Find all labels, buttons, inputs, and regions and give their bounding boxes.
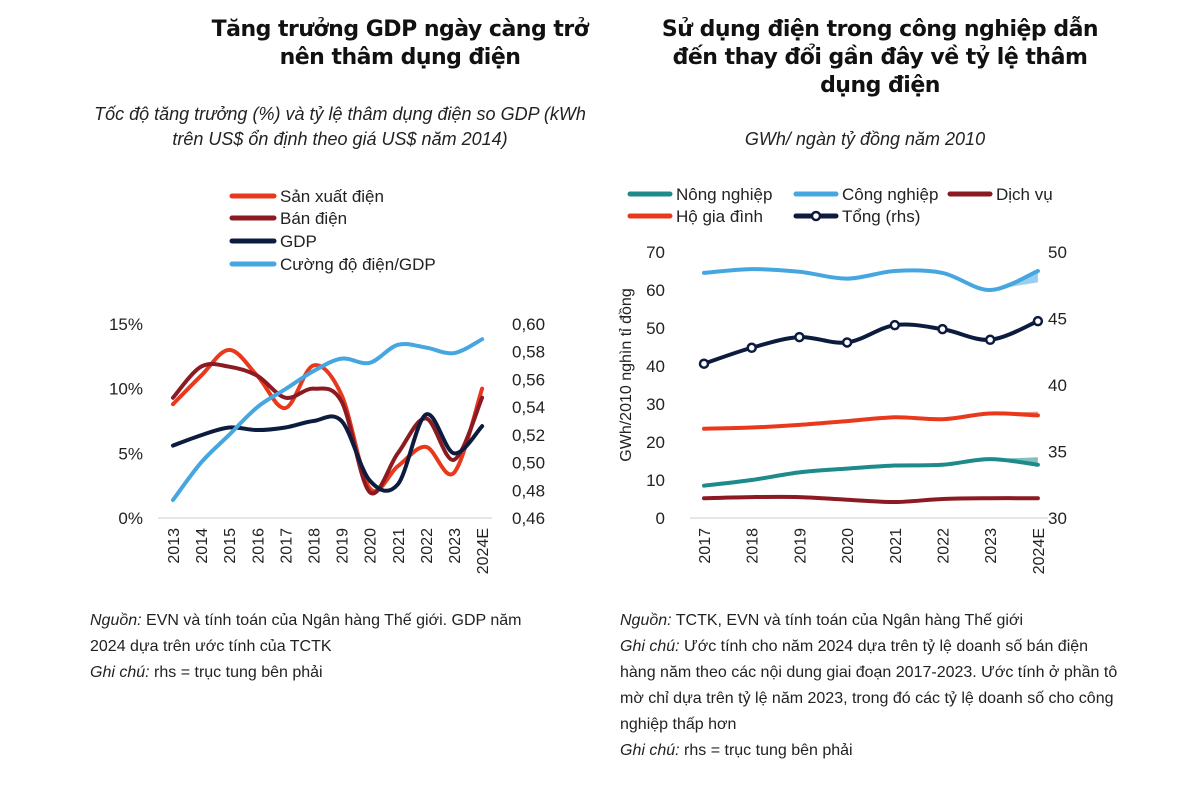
source-text: EVN và tính toán của Ngân hàng Thế giới.… <box>90 612 522 655</box>
y-tick-label: 60 <box>646 281 665 300</box>
right-chart-subtitle: GWh/ ngàn tỷ đồng năm 2010 <box>744 129 986 149</box>
legend-label-cong-nghiep: Công nghiệp <box>842 185 938 204</box>
y2-tick-label: 0,60 <box>512 315 545 334</box>
x-tick-label: 2023 <box>447 528 464 564</box>
x-tick-label: 2020 <box>363 528 380 564</box>
data-point-tong-rhs <box>1032 315 1044 327</box>
left-chart-title: Tăng trưởng GDP ngày càng trở nên thâm d… <box>211 17 589 70</box>
estimate-shade-cong-nghiep <box>990 271 1038 290</box>
note-label: Ghi chú: <box>90 664 150 681</box>
data-point-tong-rhs <box>841 337 853 348</box>
y-tick-label: 10% <box>109 380 143 399</box>
right-chart-notes: Nguồn: TCTK, EVN và tính toán của Ngân h… <box>620 608 1120 764</box>
y-tick-label: 30 <box>646 395 665 414</box>
data-point-tong-rhs <box>698 358 710 369</box>
legend-label-ho-gia-dinh: Hộ gia đình <box>676 207 763 226</box>
x-tick-label: 2017 <box>278 528 295 564</box>
legend-marker-tong-rhs <box>810 210 822 222</box>
y-tick-label: 5% <box>118 444 143 463</box>
x-tick-label: 2019 <box>792 528 809 564</box>
y2-tick-label: 0,58 <box>512 343 545 362</box>
legend-label-tong-rhs: Tổng (rhs) <box>842 207 920 226</box>
note-label: Ghi chú: <box>620 742 680 759</box>
x-tick-label: 2017 <box>697 528 714 564</box>
x-tick-label: 2022 <box>419 528 436 564</box>
right-chart-title: Sử dụng điện trong công nghiệp dẫn đến t… <box>661 17 1099 98</box>
x-tick-label: 2021 <box>888 528 905 564</box>
legend-label-nong-nghiep: Nông nghiệp <box>676 185 772 204</box>
source-text: TCTK, EVN và tính toán của Ngân hàng Thế… <box>671 612 1024 629</box>
data-point-tong-rhs <box>889 319 901 331</box>
series-line-cong-nghiep <box>702 267 1040 293</box>
x-tick-label: 2014 <box>194 528 211 564</box>
y2-tick-label: 0,50 <box>512 454 545 473</box>
x-tick-label: 2021 <box>391 528 408 564</box>
y-tick-label: 40 <box>646 357 665 376</box>
left-chart-subtitle: Tốc độ tăng trưởng (%) và tỷ lệ thâm dụn… <box>94 104 586 149</box>
note-text: rhs = trục tung bên phải <box>149 664 323 681</box>
y2-tick-label: 45 <box>1048 310 1067 329</box>
y-tick-label: 15% <box>109 315 143 334</box>
y2-tick-label: 40 <box>1048 376 1067 395</box>
y2-tick-label: 30 <box>1048 509 1067 528</box>
note-text: rhs = trục tung bên phải <box>679 742 853 759</box>
y2-tick-label: 0,52 <box>512 426 545 445</box>
data-point-tong-rhs <box>984 334 996 346</box>
series-line-nong-nghiep <box>702 457 1040 488</box>
x-tick-label: 2024E <box>1031 528 1048 574</box>
series-line-gdp <box>171 412 485 493</box>
x-tick-label: 2020 <box>840 528 857 564</box>
x-tick-label: 2015 <box>222 528 239 564</box>
y2-tick-label: 0,46 <box>512 509 545 528</box>
series-line-san-xuat-dien <box>171 347 485 493</box>
y-tick-label: 0 <box>656 509 665 528</box>
y-tick-label: 70 <box>646 243 665 262</box>
data-point-tong-rhs <box>746 342 757 354</box>
y2-tick-label: 0,54 <box>512 398 545 417</box>
series-line-ho-gia-dinh <box>702 411 1040 431</box>
y2-tick-label: 0,56 <box>512 370 545 389</box>
data-point-tong-rhs <box>794 331 805 343</box>
x-tick-label: 2016 <box>250 528 267 564</box>
series-line-cuong-do-dien-gdp <box>171 337 485 502</box>
x-tick-label: 2018 <box>307 528 324 564</box>
x-tick-label: 2022 <box>936 528 953 564</box>
legend-label-dich-vu: Dịch vụ <box>996 185 1053 204</box>
left-chart-notes: Nguồn: EVN và tính toán của Ngân hàng Th… <box>90 608 550 686</box>
x-tick-label: 2024E <box>475 528 492 574</box>
estimate-label: Ghi chú: <box>620 638 680 655</box>
estimate-text: Ước tính cho năm 2024 dựa trên tỷ lệ doa… <box>620 638 1118 733</box>
y2-tick-label: 0,48 <box>512 481 545 500</box>
y-axis-label: GWh/2010 nghìn tỉ đồng <box>618 288 635 461</box>
data-point-tong-rhs <box>937 323 948 335</box>
x-tick-label: 2023 <box>983 528 1000 564</box>
y-tick-label: 20 <box>646 433 665 452</box>
x-tick-label: 2013 <box>166 528 183 564</box>
x-tick-label: 2018 <box>745 528 762 564</box>
y-tick-label: 50 <box>646 319 665 338</box>
legend-label-gdp: GDP <box>280 232 317 251</box>
source-label: Nguồn: <box>90 612 142 629</box>
legend-label-ban-dien: Bán điện <box>280 209 347 228</box>
y2-tick-label: 50 <box>1048 243 1067 262</box>
series-line-dich-vu <box>702 494 1040 505</box>
legend-label-san-xuat-dien: Sản xuất điện <box>280 187 384 206</box>
x-tick-label: 2019 <box>335 528 352 564</box>
source-label: Nguồn: <box>620 612 672 629</box>
legend-label-cuong-do-dien-gdp: Cường độ điện/GDP <box>280 255 436 274</box>
y-tick-label: 0% <box>118 509 143 528</box>
y-tick-label: 10 <box>646 471 665 490</box>
series-line-ban-dien <box>171 362 485 496</box>
y2-tick-label: 35 <box>1048 443 1067 462</box>
